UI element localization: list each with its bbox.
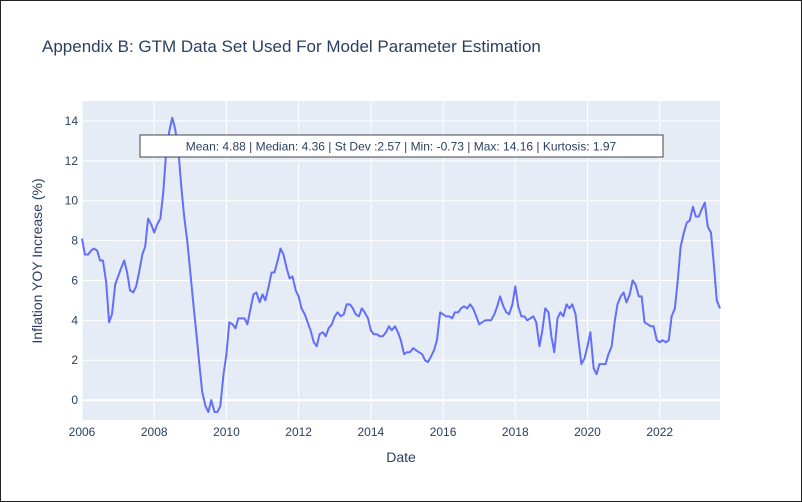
x-tick-labels: 2006 2008 2010 2012 2014 2016 2018 2020 2022: [69, 425, 674, 439]
x-tick-label: 2016: [430, 425, 457, 439]
stats-annotation-box: [139, 134, 664, 158]
series-layer: [81, 116, 721, 414]
x-tick-label: 2012: [285, 425, 312, 439]
x-tick-label: 2014: [357, 425, 384, 439]
y-tick-label: 10: [65, 194, 79, 208]
y-tick-label: 6: [71, 273, 78, 287]
x-axis-title: Date: [386, 449, 416, 465]
y-tick-label: 0: [71, 393, 78, 407]
y-tick-label: 4: [71, 313, 78, 327]
stats-annotation-text: Mean: 4.88 | Median: 4.36 | St Dev :2.57…: [186, 140, 617, 154]
x-tick-label: 2008: [141, 425, 168, 439]
x-tick-label: 2010: [213, 425, 240, 439]
stats-annotation: Mean: 4.88 | Median: 4.36 | St Dev :2.57…: [139, 134, 664, 158]
x-tick-label: 2006: [69, 425, 96, 439]
x-tick-label: 2022: [646, 425, 673, 439]
x-tick-label: 2018: [502, 425, 529, 439]
chart-title: Appendix B: GTM Data Set Used For Model …: [42, 37, 541, 56]
y-tick-label: 14: [65, 114, 79, 128]
x-tick-label: 2020: [574, 425, 601, 439]
y-tick-label: 8: [71, 234, 78, 248]
y-gridlines: [82, 120, 720, 402]
y-tick-label: 12: [65, 154, 79, 168]
series-line: [81, 116, 721, 414]
y-axis-title: Inflation YOY Increase (%): [29, 178, 45, 343]
y-tick-label: 2: [71, 353, 78, 367]
y-tick-labels: 0 2 4 6 8 10 12 14: [65, 114, 79, 407]
